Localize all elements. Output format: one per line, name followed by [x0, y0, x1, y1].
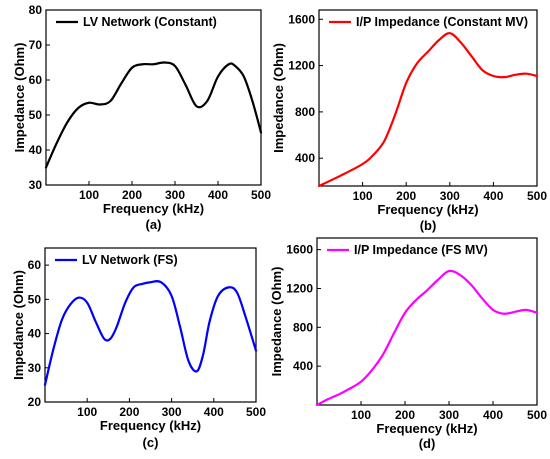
plot-frame: [316, 237, 538, 406]
y-axis-label: Impedance (Ohm): [11, 270, 26, 380]
chart-panel: 100 200 300 400 500 400 800 1200 1600 Frequency (…: [271, 9, 547, 233]
y-axis-label: Impedance (Ohm): [269, 267, 284, 377]
y-tick-label: 40: [28, 327, 42, 341]
series-line: [315, 269, 539, 407]
x-tick-label: 200: [396, 189, 416, 203]
x-tick-label: 300: [165, 188, 185, 202]
y-tick-label: 60: [28, 258, 42, 272]
x-tick-label: 500: [251, 188, 271, 202]
x-tick-label: 100: [351, 408, 371, 422]
y-tick-label: 800: [295, 105, 315, 119]
y-tick-label: 40: [29, 143, 43, 157]
x-axis-label: Frequency (kHz): [100, 418, 201, 433]
x-tick-label: 300: [162, 405, 182, 419]
series-line: [317, 32, 539, 188]
y-axis-label: Impedance (Ohm): [12, 43, 27, 153]
plot-frame: [318, 9, 538, 187]
y-tick-label: 30: [29, 178, 43, 192]
series-line: [44, 61, 263, 169]
chart-panel: 100 200 300 400 500 400 800 1200 1600 Frequency (…: [269, 237, 547, 451]
x-tick-label: 200: [119, 405, 139, 419]
panel-caption: (a): [146, 217, 162, 232]
x-axis-label: Frequency (kHz): [376, 421, 477, 436]
y-tick-label: 400: [293, 359, 313, 373]
y-tick-label: 20: [28, 395, 42, 409]
x-tick-label: 300: [440, 189, 460, 203]
x-tick-label: 100: [353, 189, 373, 203]
legend-label: LV Network (FS): [82, 253, 178, 267]
series-line: [43, 280, 258, 386]
y-tick-label: 80: [29, 3, 43, 17]
legend-label: I/P Impedance (Constant MV): [356, 15, 528, 29]
panel-caption: (c): [143, 435, 159, 450]
x-tick-label: 500: [527, 189, 547, 203]
x-axis-label: Frequency (kHz): [103, 201, 204, 216]
panel-caption: (b): [420, 218, 437, 233]
chart-panel: 100 200 300 400 500 30 40 50 60 70 80 Frequency (kH…: [12, 3, 271, 232]
y-tick-label: 1600: [288, 12, 315, 26]
y-tick-label: 1200: [286, 281, 313, 295]
x-tick-label: 300: [439, 408, 459, 422]
x-axis-label: Frequency (kHz): [377, 202, 478, 217]
x-tick-label: 100: [77, 405, 97, 419]
x-tick-label: 100: [79, 188, 99, 202]
y-tick-label: 50: [29, 108, 43, 122]
chart-panel: 100 200 300 400 500 20 30 40 50 60 Frequency (kHz)…: [11, 247, 266, 450]
x-tick-label: 400: [204, 405, 224, 419]
y-tick-label: 30: [28, 361, 42, 375]
y-tick-label: 1600: [286, 243, 313, 257]
x-tick-label: 400: [483, 189, 503, 203]
x-tick-label: 500: [527, 408, 547, 422]
panel-caption: (d): [419, 436, 436, 451]
y-tick-label: 60: [29, 73, 43, 87]
y-axis-label: Impedance (Ohm): [271, 43, 286, 153]
y-tick-label: 800: [293, 320, 313, 334]
x-tick-label: 400: [483, 408, 503, 422]
plot-frame: [44, 247, 257, 403]
x-tick-label: 200: [122, 188, 142, 202]
x-tick-label: 200: [395, 408, 415, 422]
legend-label: I/P Impedance (FS MV): [354, 243, 488, 257]
y-tick-label: 1200: [288, 59, 315, 73]
x-tick-label: 400: [208, 188, 228, 202]
x-tick-label: 500: [246, 405, 266, 419]
y-tick-label: 50: [28, 292, 42, 306]
y-tick-label: 400: [295, 151, 315, 165]
legend-label: LV Network (Constant): [83, 15, 217, 29]
plot-frame: [45, 9, 262, 186]
y-tick-label: 70: [29, 38, 43, 52]
